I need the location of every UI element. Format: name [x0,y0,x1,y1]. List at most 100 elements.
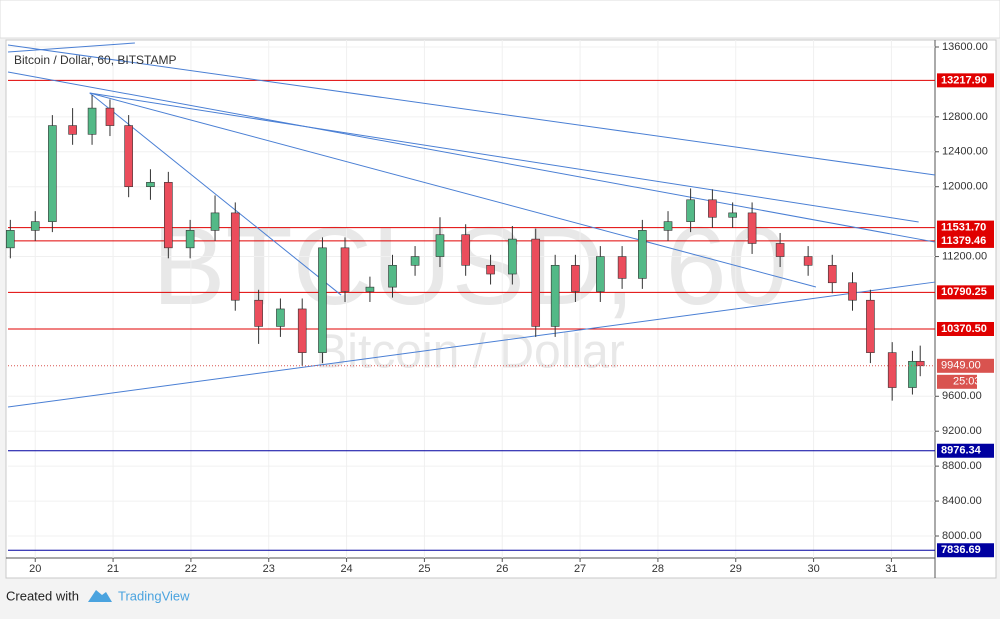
candle-body [230,212,240,301]
x-tick-label: 20 [29,563,41,575]
countdown-box [937,374,977,389]
candle-body [908,361,917,388]
candle-body [30,221,40,231]
trendline [89,92,919,223]
candle-body [663,221,673,231]
x-tick-label: 22 [185,563,197,575]
y-tick-label: 11200.00 [942,250,987,262]
y-tick-label: 8800.00 [942,460,982,472]
candle-body [318,247,327,353]
candle-body [866,299,875,353]
tradingview-logo [88,590,112,602]
candle-body [775,243,785,257]
candle-body [297,308,307,353]
candle-body [531,238,541,327]
x-tick-label: 28 [652,563,664,575]
level-label-box [937,73,994,88]
candle-body [461,234,470,266]
level-label-box [937,285,994,300]
level-label: 10370.50 [941,323,987,335]
candle-body [915,361,925,367]
level-label: 7836.69 [941,544,981,556]
candle-body [887,352,897,388]
candle-body [210,212,220,231]
candle-body [550,264,560,327]
candle-body [848,282,857,301]
candle-body [435,234,445,257]
candle-body [48,125,57,222]
top-bar [0,0,1000,39]
last-price-box [937,358,994,373]
last-price-label: 9949.00 [941,360,981,372]
candle-body [68,125,77,135]
trendline [7,44,936,176]
candle-body [638,230,647,279]
level-label-box [937,443,994,458]
x-tick-label: 29 [730,563,742,575]
y-tick-label: 8400.00 [942,495,982,507]
candle-body [728,212,737,218]
countdown-label: 25:03 [953,376,981,388]
x-tick-label: 24 [340,563,352,575]
level-label: 11531.70 [941,222,986,234]
watermark-subtitle: Bitcoin / Dollar [315,326,624,379]
y-tick-label: 12400.00 [942,146,988,158]
x-tick-label: 25 [418,563,430,575]
candle-body [686,199,695,222]
x-tick-label: 27 [574,563,586,575]
candle-body [124,125,133,188]
footer-brand[interactable]: TradingView [118,588,190,603]
level-label: 10790.25 [941,286,987,298]
candle-body [747,212,757,244]
level-label: 11379.46 [941,235,986,247]
candle-body [276,308,285,327]
trendline [89,92,817,288]
y-tick-label: 13600.00 [942,41,988,53]
candle-body [803,256,813,266]
y-tick-label: 9600.00 [942,390,982,402]
x-tick-label: 31 [885,563,897,575]
x-tick-label: 23 [263,563,275,575]
level-label-box [937,321,994,336]
candle-body [508,238,517,275]
x-tick-label: 30 [807,563,819,575]
candle-body [617,256,627,279]
level-label-box [937,233,994,248]
candle-body [596,256,605,292]
candle-body [708,199,717,218]
candle-body [486,264,495,275]
candle-body [410,256,420,266]
y-tick-label: 8000.00 [942,530,982,542]
trendline [7,71,936,243]
chart-frame [5,39,997,579]
y-tick-label: 12000.00 [942,181,988,193]
footer-text: Created with [6,588,79,603]
candle-body [365,286,375,292]
candle-body [164,182,173,249]
y-tick-label: 9200.00 [942,425,982,437]
candle-body [827,264,837,284]
candle-body [6,230,15,249]
candle-body [146,182,155,188]
candle-body [87,107,97,135]
y-tick-label: 12800.00 [942,111,988,123]
trendline [7,281,936,408]
candle-body [571,264,580,292]
level-label: 8976.34 [941,445,982,457]
level-label: 13217.90 [941,74,987,86]
candle-body [254,299,263,327]
candle-body [185,230,195,249]
watermark: BTCUSD, 60 [152,205,788,328]
candle-body [340,247,350,292]
level-label-box [937,543,994,558]
plot [6,40,936,558]
x-tick-label: 21 [107,563,119,575]
level-label-box [937,220,994,235]
candle-body [388,264,397,288]
trendline [7,42,135,53]
x-tick-label: 26 [496,563,508,575]
chart-title: Bitcoin / Dollar, 60, BITSTAMP [14,53,177,67]
candle-body [105,107,115,126]
